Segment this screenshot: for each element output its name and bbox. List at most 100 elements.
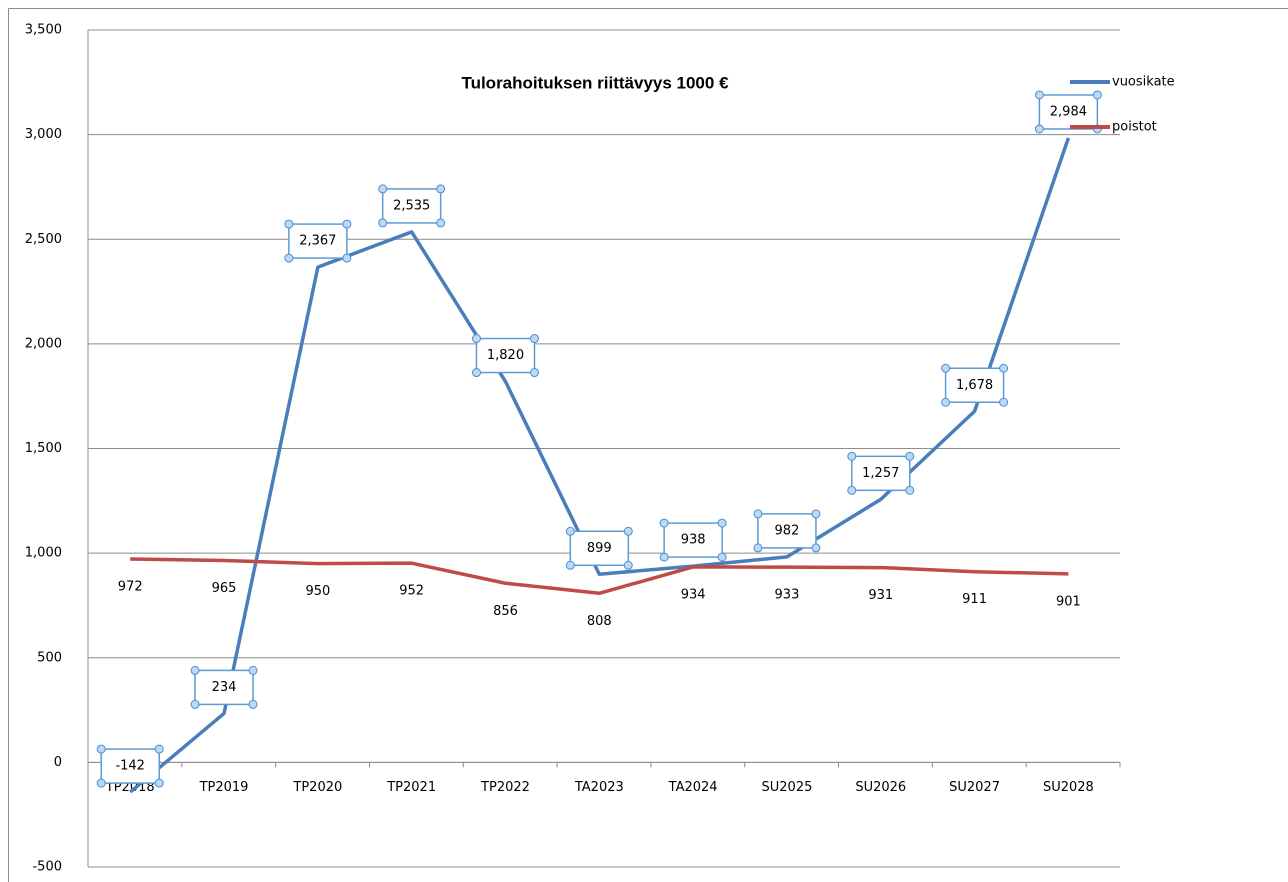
label-handle [1034, 124, 1044, 134]
y-tick-label: 3,000 [25, 127, 62, 142]
label-box [194, 669, 254, 706]
label-box [100, 748, 160, 784]
label-handle [847, 485, 857, 495]
label-handle [248, 699, 258, 709]
data-label: 2,367 [299, 234, 336, 249]
x-tick-label: TA2024 [668, 780, 718, 795]
y-tick-label: 2,500 [25, 232, 62, 247]
data-label: 933 [775, 588, 800, 603]
label-handle [811, 543, 821, 553]
label-handle [623, 560, 633, 570]
label-handle [717, 552, 727, 562]
data-label: 982 [775, 523, 800, 538]
chart-title: Tulorahoituksen riittävyys 1000 € [461, 73, 729, 92]
label-handle [96, 744, 106, 754]
label-handle [565, 526, 575, 536]
x-tick-label: SU2027 [949, 780, 1000, 795]
x-tick-label: SU2028 [1043, 780, 1094, 795]
label-handle [847, 451, 857, 461]
data-label: 1,678 [956, 378, 993, 393]
label-box [757, 513, 817, 549]
label-handle [436, 184, 446, 194]
label-handle [248, 665, 258, 675]
data-label: 952 [399, 584, 424, 599]
y-tick-label: 1,500 [25, 441, 62, 456]
data-label: 1,820 [487, 348, 524, 363]
label-handle [1092, 90, 1102, 100]
label-box [381, 188, 442, 224]
data-label: 2,535 [393, 198, 430, 213]
data-label: 938 [681, 533, 706, 548]
label-handle [190, 699, 200, 709]
data-label: 856 [493, 604, 518, 619]
y-tick-label: 2,000 [25, 336, 62, 351]
label-handle [436, 218, 446, 228]
label-handle [342, 219, 352, 229]
legend-label: vuosikate [1112, 75, 1175, 90]
data-label: 911 [962, 592, 987, 607]
data-label: 931 [868, 588, 893, 603]
x-tick-label: TP2021 [386, 780, 436, 795]
label-handle [342, 253, 352, 263]
x-tick-label: SU2025 [762, 780, 813, 795]
data-label: -142 [115, 759, 145, 774]
label-box [569, 530, 630, 567]
data-label: 808 [587, 614, 612, 629]
data-label: 901 [1056, 594, 1081, 609]
label-handle [471, 334, 481, 344]
label-box [1038, 94, 1099, 130]
label-handle [96, 778, 106, 788]
y-tick-label: 1,000 [25, 546, 62, 561]
label-box [475, 337, 536, 374]
label-handle [565, 560, 575, 570]
label-handle [1034, 90, 1044, 100]
label-handle [999, 397, 1009, 407]
label-handle [905, 485, 915, 495]
data-label: 972 [118, 579, 143, 594]
legend-label: poistot [1112, 120, 1157, 135]
x-tick-label: TP2020 [292, 780, 342, 795]
y-tick-label: 500 [37, 650, 62, 665]
y-tick-label: 0 [54, 755, 62, 770]
data-label: 899 [587, 541, 612, 556]
data-label: 234 [212, 680, 237, 695]
series-line [129, 137, 1071, 794]
label-handle [154, 778, 164, 788]
label-handle [905, 451, 915, 461]
label-handle [659, 552, 669, 562]
x-tick-label: TP2019 [199, 780, 249, 795]
y-tick-label: 3,500 [25, 23, 62, 38]
label-box [663, 522, 723, 558]
series-line [130, 557, 1069, 596]
label-handle [378, 218, 388, 228]
label-handle [659, 518, 669, 528]
label-handle [941, 363, 951, 373]
label-handle [471, 368, 481, 378]
label-handle [284, 253, 294, 263]
data-label: 950 [305, 584, 330, 599]
x-tick-label: TA2023 [574, 780, 624, 795]
label-handle [529, 368, 539, 378]
data-label: 934 [681, 587, 706, 602]
label-box [851, 455, 911, 492]
label-handle [378, 184, 388, 194]
label-handle [811, 509, 821, 519]
label-handle [190, 665, 200, 675]
label-handle [753, 543, 763, 553]
label-handle [623, 526, 633, 536]
label-handle [753, 509, 763, 519]
x-tick-label: TP2022 [480, 780, 530, 795]
label-box [288, 223, 348, 259]
label-handle [529, 334, 539, 344]
data-label: 965 [212, 581, 237, 596]
label-box [944, 367, 1005, 404]
label-handle [941, 397, 951, 407]
label-handle [999, 363, 1009, 373]
x-tick-label: SU2026 [855, 780, 906, 795]
data-label: 2,984 [1050, 104, 1087, 119]
label-handle [284, 219, 294, 229]
label-handle [154, 744, 164, 754]
y-tick-label: -500 [32, 860, 62, 875]
label-handle [717, 518, 727, 528]
